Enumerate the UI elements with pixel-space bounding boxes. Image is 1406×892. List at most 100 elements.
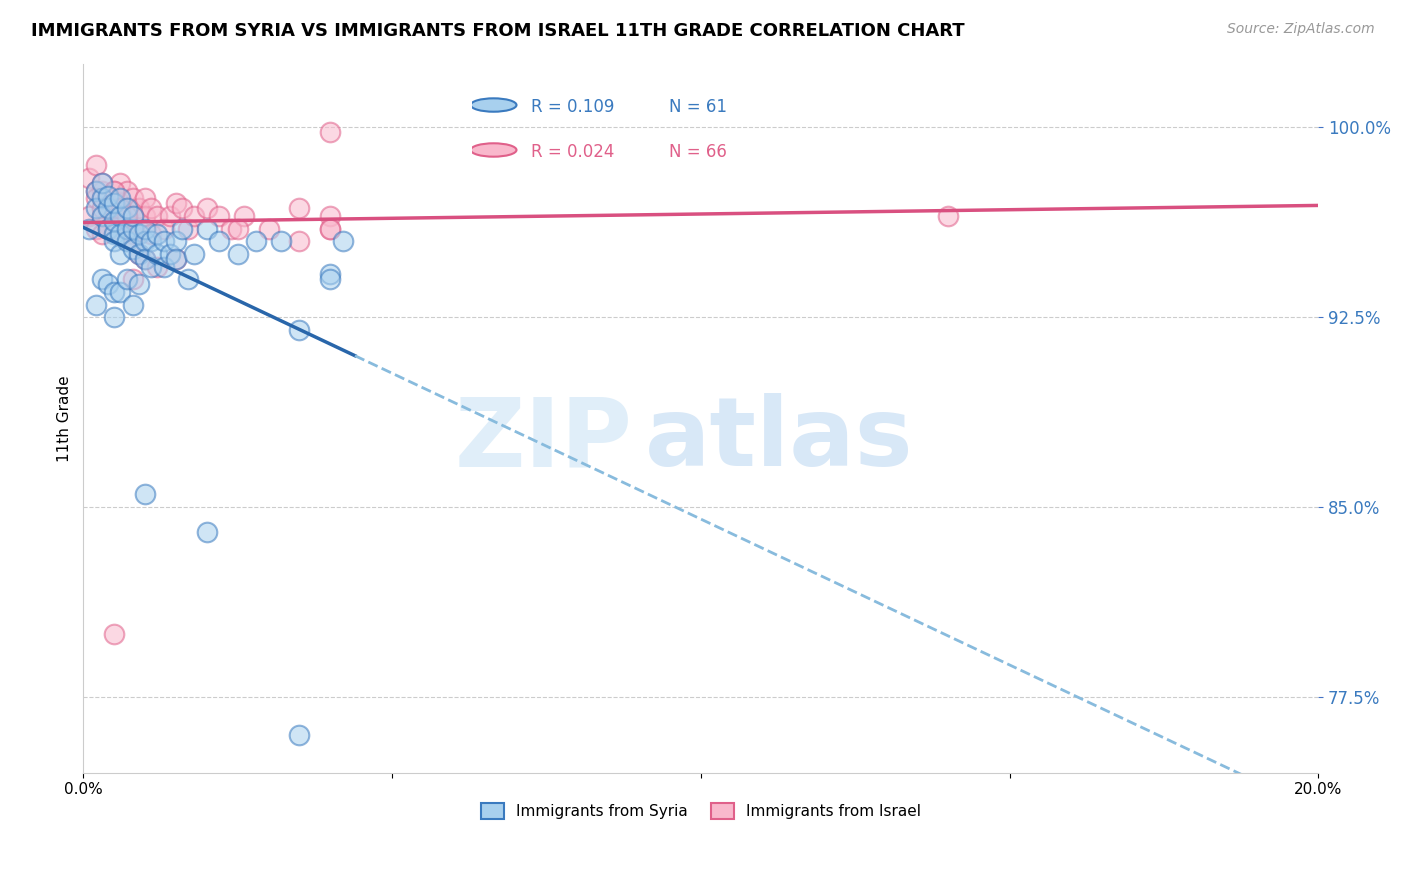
- Point: [84, 184, 107, 198]
- Point: [121, 234, 143, 248]
- Point: [172, 202, 194, 216]
- Point: [165, 252, 187, 266]
- Point: [165, 196, 187, 211]
- Point: [319, 209, 342, 223]
- Point: [146, 209, 169, 223]
- Point: [97, 202, 120, 216]
- Point: [134, 191, 156, 205]
- Point: [110, 285, 132, 299]
- Point: [177, 272, 200, 286]
- Point: [319, 221, 342, 235]
- Point: [172, 221, 194, 235]
- Point: [115, 221, 138, 235]
- Point: [146, 247, 169, 261]
- Point: [90, 191, 112, 205]
- Point: [90, 272, 112, 286]
- Point: [319, 267, 342, 281]
- Text: Source: ZipAtlas.com: Source: ZipAtlas.com: [1227, 22, 1375, 37]
- Point: [141, 234, 163, 248]
- Point: [79, 221, 101, 235]
- Point: [195, 202, 218, 216]
- Point: [121, 221, 143, 235]
- Point: [110, 191, 132, 205]
- Point: [165, 252, 187, 266]
- Point: [128, 202, 150, 216]
- Point: [103, 196, 125, 211]
- Point: [103, 202, 125, 216]
- Point: [110, 247, 132, 261]
- Point: [226, 221, 249, 235]
- Point: [90, 176, 112, 190]
- Point: [97, 202, 120, 216]
- Point: [115, 209, 138, 223]
- Point: [121, 209, 143, 223]
- Point: [103, 184, 125, 198]
- Point: [103, 184, 125, 198]
- Point: [115, 221, 138, 235]
- Point: [84, 158, 107, 172]
- Point: [90, 176, 112, 190]
- Point: [97, 221, 120, 235]
- Point: [183, 247, 205, 261]
- Point: [115, 202, 138, 216]
- Point: [84, 202, 107, 216]
- Point: [232, 209, 254, 223]
- Point: [84, 191, 107, 205]
- Legend: Immigrants from Syria, Immigrants from Israel: Immigrants from Syria, Immigrants from I…: [475, 797, 927, 825]
- Point: [121, 297, 143, 311]
- Point: [103, 221, 125, 235]
- Point: [195, 525, 218, 540]
- Point: [90, 209, 112, 223]
- Point: [319, 272, 342, 286]
- Point: [90, 209, 112, 223]
- Point: [110, 227, 132, 241]
- Point: [159, 247, 181, 261]
- Point: [208, 209, 231, 223]
- Point: [128, 247, 150, 261]
- Point: [97, 188, 120, 202]
- Point: [121, 191, 143, 205]
- Point: [79, 171, 101, 186]
- Point: [152, 260, 174, 274]
- Point: [97, 221, 120, 235]
- Point: [152, 221, 174, 235]
- Point: [319, 221, 342, 235]
- Point: [115, 202, 138, 216]
- Point: [134, 221, 156, 235]
- Point: [146, 260, 169, 274]
- Point: [195, 221, 218, 235]
- Point: [128, 277, 150, 292]
- Point: [332, 234, 354, 248]
- Point: [257, 221, 280, 235]
- Point: [110, 176, 132, 190]
- Point: [97, 191, 120, 205]
- Point: [134, 252, 156, 266]
- Point: [288, 728, 311, 742]
- Point: [141, 260, 163, 274]
- Point: [134, 209, 156, 223]
- Point: [110, 217, 132, 231]
- Text: IMMIGRANTS FROM SYRIA VS IMMIGRANTS FROM ISRAEL 11TH GRADE CORRELATION CHART: IMMIGRANTS FROM SYRIA VS IMMIGRANTS FROM…: [31, 22, 965, 40]
- Point: [141, 202, 163, 216]
- Point: [152, 234, 174, 248]
- Point: [103, 310, 125, 325]
- Point: [226, 247, 249, 261]
- Point: [121, 209, 143, 223]
- Point: [110, 196, 132, 211]
- Text: atlas: atlas: [645, 393, 914, 486]
- Point: [121, 242, 143, 256]
- Point: [103, 285, 125, 299]
- Point: [103, 227, 125, 241]
- Point: [103, 214, 125, 228]
- Point: [134, 234, 156, 248]
- Point: [134, 487, 156, 501]
- Point: [97, 277, 120, 292]
- Point: [90, 184, 112, 198]
- Point: [936, 209, 959, 223]
- Point: [183, 209, 205, 223]
- Point: [97, 202, 120, 216]
- Point: [115, 234, 138, 248]
- Point: [115, 272, 138, 286]
- Point: [103, 234, 125, 248]
- Point: [90, 227, 112, 241]
